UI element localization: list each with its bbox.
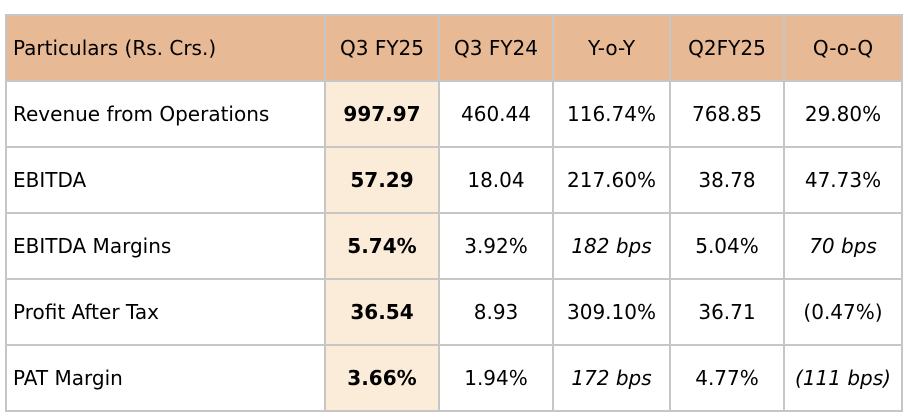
- table-row: EBITDA 57.29 18.04 217.60% 38.78 47.73%: [5, 146, 903, 214]
- table-row: Profit After Tax 36.54 8.93 309.10% 36.7…: [5, 278, 903, 346]
- table-row: PAT Margin 3.66% 1.94% 172 bps 4.77% (11…: [5, 344, 903, 412]
- cell-q3fy24: 1.94%: [438, 344, 554, 412]
- cell-q2fy25: 5.04%: [669, 212, 785, 280]
- cell-q2fy25: 38.78: [669, 146, 785, 214]
- cell-q3fy25: 997.97: [324, 80, 440, 148]
- row-label: EBITDA: [5, 146, 326, 214]
- cell-qoq: 70 bps: [783, 212, 903, 280]
- cell-q3fy25: 5.74%: [324, 212, 440, 280]
- row-label: Profit After Tax: [5, 278, 326, 346]
- cell-q3fy25: 3.66%: [324, 344, 440, 412]
- cell-q2fy25: 4.77%: [669, 344, 785, 412]
- header-particulars: Particulars (Rs. Crs.): [5, 14, 326, 82]
- cell-yoy: 309.10%: [552, 278, 671, 346]
- cell-yoy: 172 bps: [552, 344, 671, 412]
- cell-yoy: 217.60%: [552, 146, 671, 214]
- cell-yoy: 182 bps: [552, 212, 671, 280]
- cell-q3fy25: 57.29: [324, 146, 440, 214]
- cell-qoq: 29.80%: [783, 80, 903, 148]
- header-yoy: Y-o-Y: [552, 14, 671, 82]
- cell-yoy: 116.74%: [552, 80, 671, 148]
- header-q2fy25: Q2FY25: [669, 14, 785, 82]
- cell-q3fy24: 460.44: [438, 80, 554, 148]
- financial-results-table: Particulars (Rs. Crs.) Q3 FY25 Q3 FY24 Y…: [5, 14, 903, 412]
- cell-q2fy25: 36.71: [669, 278, 785, 346]
- table-row: Revenue from Operations 997.97 460.44 11…: [5, 80, 903, 148]
- row-label: EBITDA Margins: [5, 212, 326, 280]
- cell-qoq: 47.73%: [783, 146, 903, 214]
- header-row: Particulars (Rs. Crs.) Q3 FY25 Q3 FY24 Y…: [5, 14, 903, 82]
- cell-q3fy24: 18.04: [438, 146, 554, 214]
- header-q3fy25: Q3 FY25: [324, 14, 440, 82]
- cell-q3fy25: 36.54: [324, 278, 440, 346]
- header-qoq: Q-o-Q: [783, 14, 903, 82]
- table-row: EBITDA Margins 5.74% 3.92% 182 bps 5.04%…: [5, 212, 903, 280]
- cell-q3fy24: 8.93: [438, 278, 554, 346]
- cell-qoq: (111 bps): [783, 344, 903, 412]
- header-q3fy24: Q3 FY24: [438, 14, 554, 82]
- cell-q3fy24: 3.92%: [438, 212, 554, 280]
- cell-q2fy25: 768.85: [669, 80, 785, 148]
- table-body: Revenue from Operations 997.97 460.44 11…: [5, 80, 903, 412]
- row-label: PAT Margin: [5, 344, 326, 412]
- table-header: Particulars (Rs. Crs.) Q3 FY25 Q3 FY24 Y…: [5, 14, 903, 82]
- cell-qoq: (0.47%): [783, 278, 903, 346]
- row-label: Revenue from Operations: [5, 80, 326, 148]
